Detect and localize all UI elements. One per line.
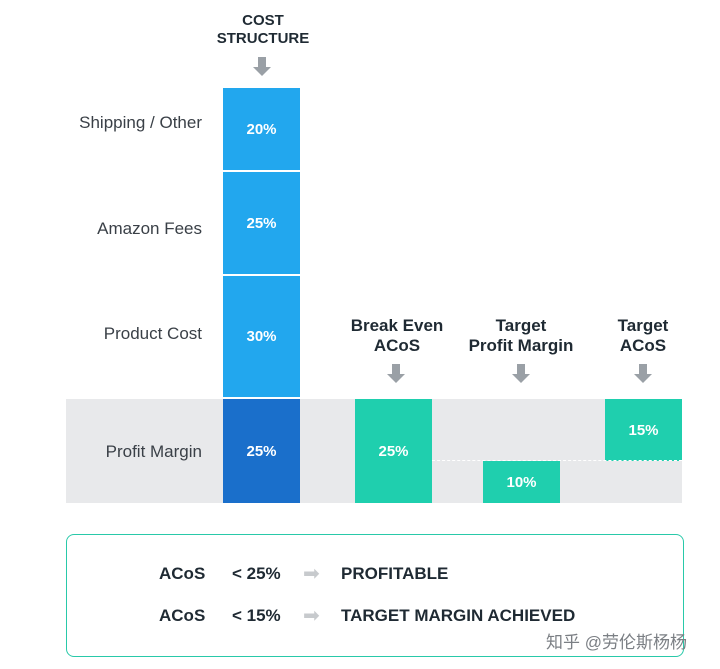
bar-target-acos: 15%: [605, 399, 682, 461]
cost-structure-heading: COST STRUCTURE: [205, 12, 321, 48]
bar-target-profit-margin: 10%: [483, 461, 560, 503]
bar-segment-amazon-fees: 25%: [223, 172, 300, 276]
break-even-acos-heading-line1: Break Even: [350, 316, 444, 335]
right-arrow-icon: ➡: [303, 563, 320, 585]
bar-value-target-profit-margin: 10%: [506, 473, 537, 491]
down-arrow-icon: [387, 364, 405, 383]
target-acos-heading-line2: ACoS: [619, 336, 667, 355]
break-even-acos-heading: Break Even ACoS: [330, 316, 464, 356]
label-amazon-fees: Amazon Fees: [97, 219, 202, 238]
bar-break-even-acos: 25%: [355, 399, 432, 503]
bar-value-amazon-fees: 25%: [246, 214, 277, 232]
label-product-cost: Product Cost: [103, 324, 202, 343]
summary-box: [66, 534, 684, 657]
cost-structure-bar: 20% 25% 30% 25%: [223, 88, 300, 503]
down-arrow-icon: [253, 57, 271, 76]
summary-row1-metric: ACoS: [159, 564, 206, 583]
bar-segment-product-cost: 30%: [223, 276, 300, 399]
bar-value-product-cost: 30%: [246, 328, 277, 345]
target-profit-margin-heading-line1: Target: [495, 316, 547, 335]
summary-row2-result: TARGET MARGIN ACHIEVED: [341, 606, 576, 625]
watermark: 知乎 @劳伦斯杨杨: [546, 633, 687, 652]
bar-value-shipping-other: 20%: [246, 120, 277, 138]
summary-row1-result: PROFITABLE: [341, 564, 449, 583]
cost-structure-heading-line1: COST: [242, 12, 284, 29]
summary-row2-metric: ACoS: [159, 606, 206, 625]
label-profit-margin: Profit Margin: [105, 442, 202, 461]
bar-value-target-acos: 15%: [628, 421, 659, 439]
margin-divider-line: [432, 460, 682, 461]
down-arrow-icon: [634, 364, 652, 383]
target-acos-heading: Target ACoS: [586, 316, 700, 356]
cost-structure-heading-line2: STRUCTURE: [216, 30, 310, 47]
target-profit-margin-heading: Target Profit Margin: [454, 316, 588, 356]
down-arrow-icon: [512, 364, 530, 383]
summary-row2-condition: < 15%: [232, 606, 281, 625]
summary-row1-condition: < 25%: [232, 564, 281, 583]
bar-value-profit-margin: 25%: [246, 442, 277, 460]
bar-value-break-even-acos: 25%: [378, 442, 409, 460]
target-acos-heading-line1: Target: [617, 316, 669, 335]
break-even-acos-heading-line2: ACoS: [373, 336, 421, 355]
label-shipping-other: Shipping / Other: [79, 113, 202, 132]
right-arrow-icon: ➡: [303, 605, 320, 627]
bar-segment-shipping-other: 20%: [223, 88, 300, 172]
bar-segment-profit-margin: 25%: [223, 399, 300, 503]
target-profit-margin-heading-line2: Profit Margin: [468, 336, 574, 355]
